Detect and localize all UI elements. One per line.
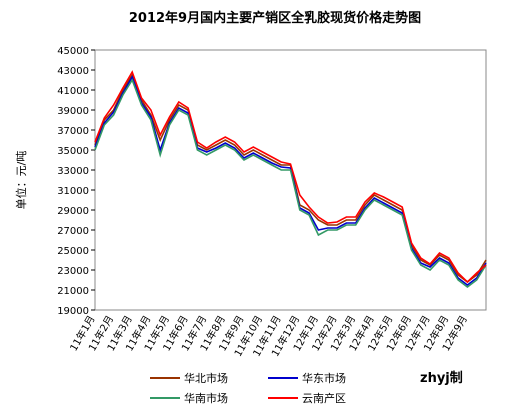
y-tick-label: 33000 [57,166,89,177]
y-tick-label: 23000 [57,266,89,277]
series-line [94,73,487,284]
y-tick-label: 21000 [57,286,89,297]
legend-label: 华北市场 [184,371,228,385]
legend-label: 华南市场 [184,391,228,405]
y-tick-label: 25000 [57,246,89,257]
legend-label: 云南产区 [302,391,346,405]
y-tick-label: 43000 [57,66,89,77]
annotation: zhyj制 [420,370,463,386]
y-tick-label: 45000 [57,46,89,57]
y-axis-label: 单位：元/吨 [14,151,28,210]
y-tick-label: 19000 [57,306,89,317]
legend-label: 华东市场 [302,371,346,385]
y-tick-label: 37000 [57,126,89,137]
y-tick-label: 27000 [57,226,89,237]
y-tick-label: 39000 [57,106,89,117]
chart-title: 2012年9月国内主要产销区全乳胶现货价格走势图 [129,10,421,26]
series-line [94,70,487,284]
plot-area [94,49,487,311]
y-tick-label: 35000 [57,146,89,157]
y-tick-label: 31000 [57,186,89,197]
y-tick-label: 41000 [57,86,89,97]
series-line [94,78,487,289]
series-line [94,75,487,287]
y-tick-label: 29000 [57,206,89,217]
